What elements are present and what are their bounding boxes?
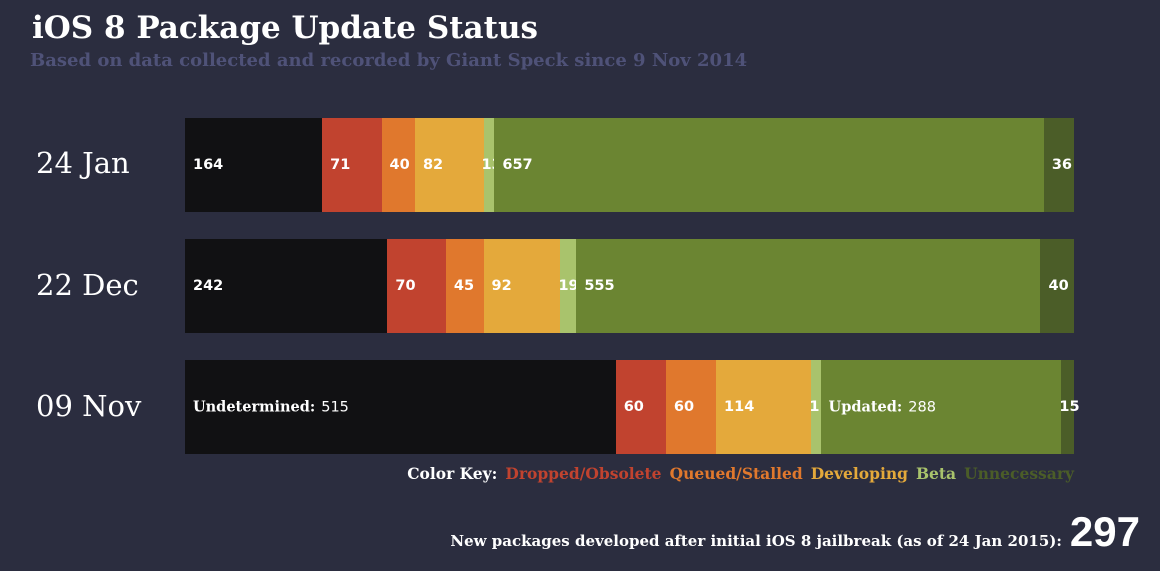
segment-value-label: 60 (623, 399, 644, 415)
color-key-title: Color Key: (407, 464, 498, 483)
data-label: 45 (454, 278, 474, 294)
footer-value: 297 (1069, 508, 1140, 555)
data-label: 242 (193, 278, 223, 294)
segment-value-label: 40 (1048, 278, 1069, 294)
segment-value-label: 70 (395, 278, 416, 294)
row-label-09-nov: 09 Nov (36, 389, 142, 423)
bar-segment-updated-09-nov: Updated: 288 (820, 360, 1062, 454)
bar-segment-undetermined-09-nov: Undetermined: 515 (185, 360, 616, 454)
data-label: Undetermined: 515 (193, 399, 349, 416)
segment-value-label: 288 (908, 399, 936, 416)
segment-value-label: 657 (502, 157, 533, 173)
stacked-bar-09-nov: Undetermined: 515 60 60 114 11 Updated: 288 15 (185, 360, 1080, 454)
bar-segment-dropped-obsolete-22-dec: 70 (387, 239, 446, 333)
segment-value-label: 15 (1059, 399, 1080, 415)
segment-value-label: 40 (389, 157, 410, 173)
bar-segment-undetermined-22-dec: 242 (185, 239, 388, 333)
segment-name-label: Updated: (828, 398, 903, 416)
segment-value-label: 555 (584, 278, 615, 294)
data-label: 40 (1048, 278, 1068, 294)
bar-segment-unnecessary-22-dec: 40 (1040, 239, 1074, 333)
row-label-24-jan: 24 Jan (36, 146, 130, 180)
segment-value-label: 45 (453, 278, 475, 294)
segment-value-label: 71 (330, 157, 351, 173)
legend-item-dropped-obsolete: Dropped/Obsolete (505, 464, 662, 483)
bar-segment-developing-24-jan: 82 (414, 118, 484, 212)
segment-value-label: 164 (193, 157, 224, 173)
data-label: 114 (724, 399, 754, 415)
bar-segment-dropped-obsolete-09-nov: 60 (615, 360, 666, 454)
data-label: 71 (330, 157, 350, 173)
bar-segment-undetermined-24-jan: 164 (185, 118, 323, 212)
bar-segment-developing-09-nov: 114 (716, 360, 812, 454)
segment-name-label: Undetermined: (193, 398, 316, 416)
segment-value-label: 114 (724, 399, 755, 415)
bar-segment-beta-09-nov: 11 (809, 360, 830, 454)
bar-segment-beta-22-dec: 19 (558, 239, 579, 333)
segment-value-label: 92 (491, 278, 512, 294)
data-label: 40 (390, 157, 410, 173)
segment-value-label: 36 (1051, 157, 1073, 173)
segment-value-label: 82 (422, 157, 444, 173)
data-label: 82 (423, 157, 443, 173)
data-label: 60 (674, 399, 694, 415)
data-label: 70 (395, 278, 415, 294)
data-label: 60 (624, 399, 644, 415)
legend-item-unnecessary: Unnecessary (964, 464, 1074, 483)
stacked-bar-24-jan: 164 71 40 82 13 657 36 (185, 118, 1074, 212)
data-label: 36 (1052, 157, 1072, 173)
bar-segment-queued-stalled-24-jan: 40 (381, 118, 415, 212)
color-key-legend: Color Key: Dropped/Obsolete Queued/Stalled… (407, 464, 1074, 483)
data-label: 92 (492, 278, 512, 294)
chart-title: iOS 8 Package Update Status (32, 10, 538, 46)
data-label: 15 (1059, 399, 1079, 415)
footer-text: New packages developed after initial iOS… (450, 532, 1062, 550)
bar-segment-developing-22-dec: 92 (483, 239, 561, 333)
segment-value-label: 19 (558, 278, 579, 294)
bar-segment-unnecessary-24-jan: 36 (1043, 118, 1074, 212)
legend-item-developing: Developing (810, 464, 908, 483)
data-label: 164 (193, 157, 223, 173)
legend-item-queued-stalled: Queued/Stalled (669, 464, 803, 483)
bar-segment-queued-stalled-22-dec: 45 (445, 239, 484, 333)
bar-segment-dropped-obsolete-24-jan: 71 (322, 118, 382, 212)
row-label-22-dec: 22 Dec (36, 268, 139, 302)
segment-value-label: 60 (673, 399, 695, 415)
legend-item-beta: Beta (915, 464, 957, 483)
chart-subtitle: Based on data collected and recorded by … (30, 50, 748, 71)
footer-stat: New packages developed after initial iOS… (450, 508, 1140, 556)
bar-segment-beta-24-jan: 13 (482, 118, 502, 212)
segment-value-label: 242 (193, 278, 224, 294)
data-label: 19 (558, 278, 578, 294)
bar-segment-unnecessary-09-nov: 15 (1059, 360, 1080, 454)
data-label: 555 (584, 278, 614, 294)
segment-value-label: 515 (321, 399, 349, 416)
bar-segment-queued-stalled-09-nov: 60 (665, 360, 717, 454)
data-label: 657 (502, 157, 532, 173)
data-label: Updated: 288 (829, 399, 936, 416)
bar-segment-updated-24-jan: 657 (494, 118, 1044, 212)
stacked-bar-22-dec: 242 70 45 92 19 555 40 (185, 239, 1074, 333)
bar-segment-updated-22-dec: 555 (576, 239, 1041, 333)
